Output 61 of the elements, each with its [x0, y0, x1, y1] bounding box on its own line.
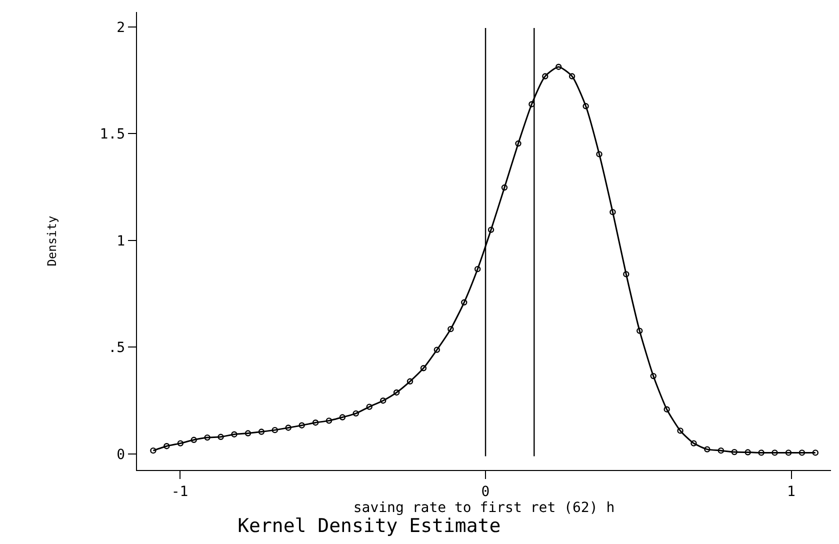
point	[204, 434, 210, 441]
point	[393, 389, 400, 396]
point	[677, 428, 684, 434]
point	[758, 450, 764, 456]
point	[501, 184, 508, 191]
point	[812, 450, 819, 456]
point	[636, 328, 643, 334]
point	[164, 442, 170, 450]
x-tick-label: 1	[787, 484, 796, 500]
point	[623, 271, 630, 278]
y-tick-label: 2	[116, 20, 126, 36]
point	[568, 73, 576, 80]
y-tick-label: 1.5	[100, 126, 126, 143]
x-tick-label: -1	[171, 484, 188, 500]
point	[258, 428, 265, 435]
point	[218, 434, 224, 440]
point	[542, 73, 548, 80]
point	[312, 420, 319, 426]
text: Kernel Density Estimate	[238, 515, 501, 538]
x-tick-label: 0	[481, 484, 490, 500]
point	[272, 426, 278, 434]
point	[650, 372, 656, 380]
point	[744, 449, 751, 456]
point	[448, 326, 454, 332]
point	[461, 299, 468, 306]
point	[352, 410, 359, 417]
point	[380, 398, 386, 404]
point	[434, 346, 440, 353]
point	[406, 378, 414, 384]
point	[420, 365, 427, 372]
point	[150, 447, 156, 454]
point	[339, 414, 346, 420]
point	[556, 64, 562, 70]
x-axis-title: saving rate to first ret (62) h	[353, 500, 615, 516]
point	[298, 422, 305, 428]
y-axis-title: Density	[45, 216, 60, 266]
y-tick-label: 1	[116, 233, 126, 250]
point	[285, 424, 292, 431]
point	[231, 431, 238, 438]
point	[515, 140, 522, 147]
point	[785, 450, 792, 456]
point	[190, 436, 197, 443]
point	[596, 151, 602, 158]
point	[704, 446, 710, 452]
point	[474, 266, 481, 272]
point	[582, 103, 589, 110]
y-tick-label: 0	[116, 446, 126, 463]
point	[772, 450, 778, 456]
y-tick-label: .5	[108, 340, 126, 356]
point	[718, 447, 724, 454]
point	[731, 448, 738, 456]
point	[664, 406, 670, 412]
point	[610, 208, 616, 216]
point	[366, 404, 372, 410]
point	[690, 440, 697, 446]
point	[244, 430, 252, 436]
point	[528, 101, 535, 108]
point	[177, 440, 184, 446]
point	[326, 418, 332, 424]
point	[488, 226, 494, 233]
point	[798, 450, 806, 456]
